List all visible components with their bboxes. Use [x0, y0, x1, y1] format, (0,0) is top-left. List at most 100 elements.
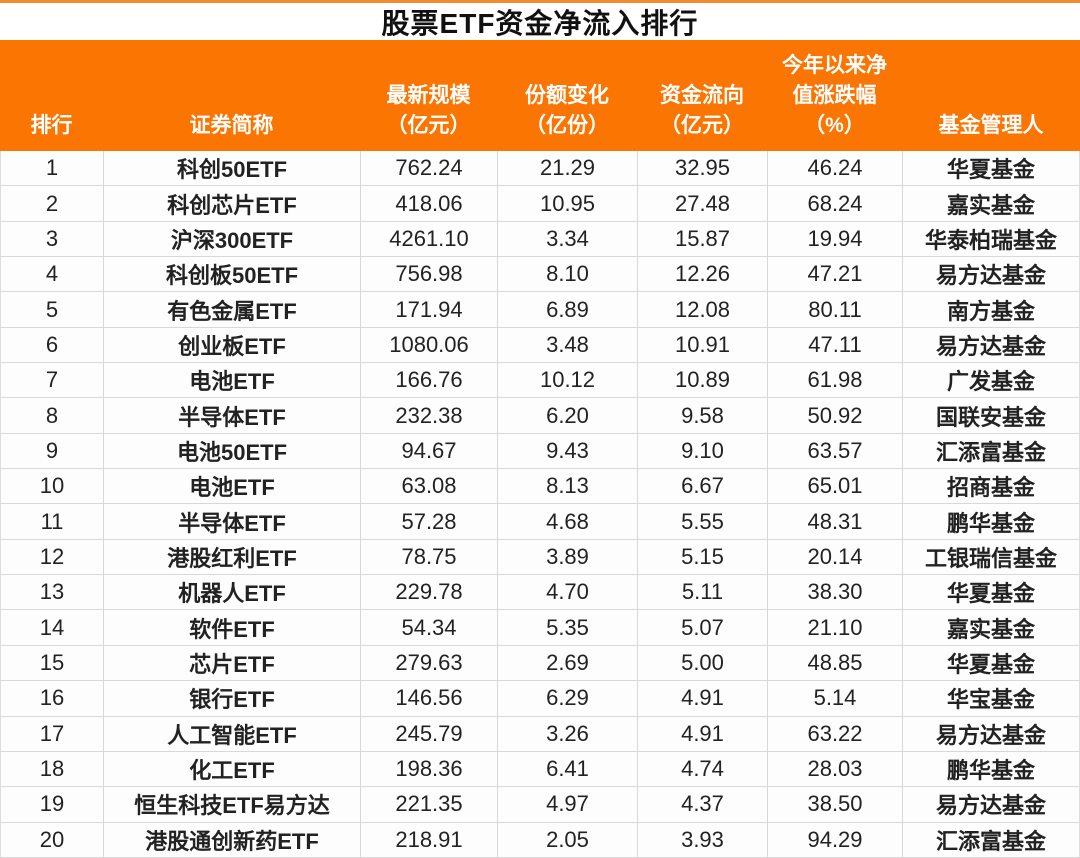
cell-scale: 762.24	[361, 151, 498, 186]
cell-manager: 汇添富基金	[935, 439, 1046, 465]
cell-manager: 嘉实基金	[946, 616, 1035, 642]
column-header-scale-line: （亿元）	[386, 114, 471, 137]
cell-share-change: 6.41	[498, 751, 638, 787]
cell-name: 沪深300ETF	[104, 221, 361, 257]
cell-name: 芯片ETF	[104, 645, 361, 681]
cell-share-change: 4.97	[498, 787, 638, 822]
cell-rank: 14	[1, 610, 104, 645]
cell-name: 电池ETF	[104, 469, 361, 504]
cell-rank: 6	[1, 327, 104, 363]
cell-scale: 166.76	[361, 363, 498, 398]
table-row: 1 科创50ETF 762.24 21.29 32.95 46.24 华夏基金	[1, 151, 1079, 187]
cell-flow: 12.08	[638, 292, 768, 327]
cell-name: 电池50ETF	[104, 433, 361, 469]
cell-name: 恒生科技ETF易方达	[104, 787, 361, 822]
cell-name: 半导体ETF	[104, 398, 361, 433]
table-row: 8 半导体ETF 232.38 6.20 9.58 50.92 国联安基金	[1, 398, 1079, 434]
cell-ytd-change: 63.22	[768, 716, 903, 751]
cell-scale: 221.35	[361, 787, 498, 822]
cell-ytd-change: 47.11	[768, 327, 903, 363]
cell-share-change: 8.13	[498, 469, 638, 504]
cell-name: 港股红利ETF	[104, 539, 361, 575]
column-header-scale: 最新规模 （亿元）	[360, 40, 497, 151]
cell-flow: 4.37	[638, 787, 768, 822]
cell-name: 有色金属ETF	[104, 292, 361, 327]
cell-manager: 南方基金	[946, 298, 1035, 324]
cell-flow: 27.48	[638, 186, 768, 221]
cell-manager: 工银瑞信基金	[924, 545, 1057, 571]
cell-ytd-change: 68.24	[768, 186, 903, 221]
cell-rank: 1	[1, 151, 104, 186]
table-row: 6 创业板ETF 1080.06 3.48 10.91 47.11 易方达基金	[1, 327, 1079, 364]
page-title: 股票ETF资金净流入排行	[381, 7, 699, 39]
cell-flow: 9.10	[638, 433, 768, 469]
cell-share-change: 6.29	[498, 681, 638, 716]
cell-manager: 易方达基金	[935, 333, 1046, 359]
cell-name: 创业板ETF	[104, 327, 361, 363]
cell-flow: 4.91	[638, 681, 768, 716]
cell-name: 人工智能ETF	[104, 716, 361, 751]
table-row: 15 芯片ETF 279.63 2.69 5.00 48.85 华夏基金	[1, 645, 1079, 682]
cell-share-change: 3.48	[498, 327, 638, 363]
cell-name: 化工ETF	[104, 751, 361, 787]
cell-share-change: 9.43	[498, 433, 638, 469]
cell-manager: 华宝基金	[946, 687, 1035, 713]
table-row: 13 机器人ETF 229.78 4.70 5.11 38.30 华夏基金	[1, 575, 1079, 611]
table-row: 10 电池ETF 63.08 8.13 6.67 65.01 招商基金	[1, 469, 1079, 505]
cell-name: 软件ETF	[104, 610, 361, 645]
table-row: 16 银行ETF 146.56 6.29 4.91 5.14 华宝基金	[1, 681, 1079, 717]
cell-rank: 4	[1, 257, 104, 292]
cell-flow: 4.91	[638, 716, 768, 751]
cell-scale: 418.06	[361, 186, 498, 221]
cell-rank: 10	[1, 469, 104, 504]
cell-flow: 5.15	[638, 539, 768, 575]
cell-scale: 279.63	[361, 645, 498, 681]
cell-ytd-change: 47.21	[768, 257, 903, 292]
cell-manager: 嘉实基金	[946, 192, 1035, 218]
cell-flow: 5.07	[638, 610, 768, 645]
cell-scale: 171.94	[361, 292, 498, 327]
table-row: 2 科创芯片ETF 418.06 10.95 27.48 68.24 嘉实基金	[1, 186, 1079, 222]
column-header-share-change-line: 份额变化	[525, 84, 609, 107]
cell-flow: 6.67	[638, 469, 768, 504]
cell-ytd-change: 38.30	[768, 575, 903, 610]
table-row: 11 半导体ETF 57.28 4.68 5.55 48.31 鹏华基金	[1, 504, 1079, 540]
cell-ytd-change: 48.85	[768, 645, 903, 681]
column-header-share-change-line: （亿份）	[525, 114, 609, 137]
cell-manager: 国联安基金	[935, 404, 1046, 430]
cell-scale: 245.79	[361, 716, 498, 751]
cell-rank: 8	[1, 398, 104, 433]
cell-rank: 5	[1, 292, 104, 327]
cell-rank: 20	[1, 822, 104, 857]
cell-share-change: 3.89	[498, 539, 638, 575]
cell-flow: 5.55	[638, 504, 768, 539]
cell-name: 半导体ETF	[104, 504, 361, 539]
cell-scale: 63.08	[361, 469, 498, 504]
cell-ytd-change: 5.14	[768, 681, 903, 716]
cell-name: 科创芯片ETF	[104, 186, 361, 221]
cell-manager: 易方达基金	[935, 722, 1046, 748]
cell-rank: 11	[1, 504, 104, 539]
cell-manager: 华夏基金	[946, 157, 1035, 183]
cell-scale: 94.67	[361, 433, 498, 469]
cell-scale: 756.98	[361, 257, 498, 292]
cell-rank: 3	[1, 221, 104, 257]
column-header-ytd-change: 今年以来净 值涨跌幅 （%）	[767, 40, 902, 151]
cell-scale: 198.36	[361, 751, 498, 787]
cell-scale: 4261.10	[361, 221, 498, 257]
cell-scale: 218.91	[361, 822, 498, 857]
cell-ytd-change: 21.10	[768, 610, 903, 645]
column-header-flow: 资金流向 （亿元）	[637, 40, 767, 151]
cell-ytd-change: 19.94	[768, 221, 903, 257]
cell-ytd-change: 48.31	[768, 504, 903, 539]
cell-manager: 易方达基金	[935, 263, 1046, 289]
column-header-name: 证券简称	[103, 40, 360, 151]
cell-name: 机器人ETF	[104, 575, 361, 610]
cell-scale: 57.28	[361, 504, 498, 539]
cell-flow: 5.00	[638, 645, 768, 681]
cell-manager: 汇添富基金	[935, 828, 1046, 854]
cell-share-change: 2.69	[498, 645, 638, 681]
cell-flow: 9.58	[638, 398, 768, 433]
table-row: 18 化工ETF 198.36 6.41 4.74 28.03 鹏华基金	[1, 751, 1079, 788]
cell-ytd-change: 65.01	[768, 469, 903, 504]
